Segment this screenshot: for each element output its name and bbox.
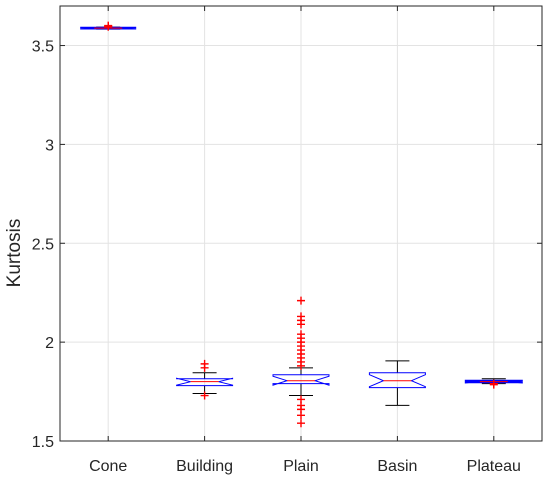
- outlier-marker: [297, 330, 305, 339]
- outlier-marker: [297, 312, 305, 321]
- outlier-marker: [200, 391, 209, 400]
- grid-lines: [60, 6, 542, 442]
- box-building: [176, 359, 234, 400]
- outlier-marker: [104, 21, 113, 30]
- outlier-marker: [297, 296, 305, 305]
- y-axis-label: Kurtosis: [4, 219, 25, 288]
- outlier-marker: [489, 379, 498, 388]
- outlier-marker: [200, 359, 209, 368]
- outlier-marker: [297, 419, 305, 428]
- x-tick-label: Cone: [89, 458, 127, 475]
- axis-ticks: 1.5 2 2.5 3 3.5 Cone Building Plain Basin Plateau: [32, 6, 542, 475]
- box-body: [272, 374, 330, 386]
- box-basin: [368, 360, 426, 406]
- outlier-marker: [297, 395, 305, 404]
- y-tick-label: 3: [45, 137, 54, 154]
- x-tick-label: Plain: [283, 458, 319, 475]
- box-body: [176, 377, 234, 387]
- box-series: [80, 21, 523, 428]
- box-cone: [80, 21, 137, 31]
- x-tick-label: Basin: [377, 458, 417, 475]
- box-body: [368, 372, 426, 389]
- box-plateau: [464, 378, 523, 389]
- y-tick-label: 2.5: [32, 236, 54, 253]
- box-plain: [272, 296, 330, 428]
- x-tick-label: Plateau: [467, 458, 521, 475]
- x-tick-label: Building: [176, 458, 233, 475]
- y-tick-label: 2: [45, 335, 54, 352]
- y-tick-label: 1.5: [32, 434, 54, 451]
- y-tick-label: 3.5: [32, 39, 54, 56]
- box-body: [464, 379, 523, 384]
